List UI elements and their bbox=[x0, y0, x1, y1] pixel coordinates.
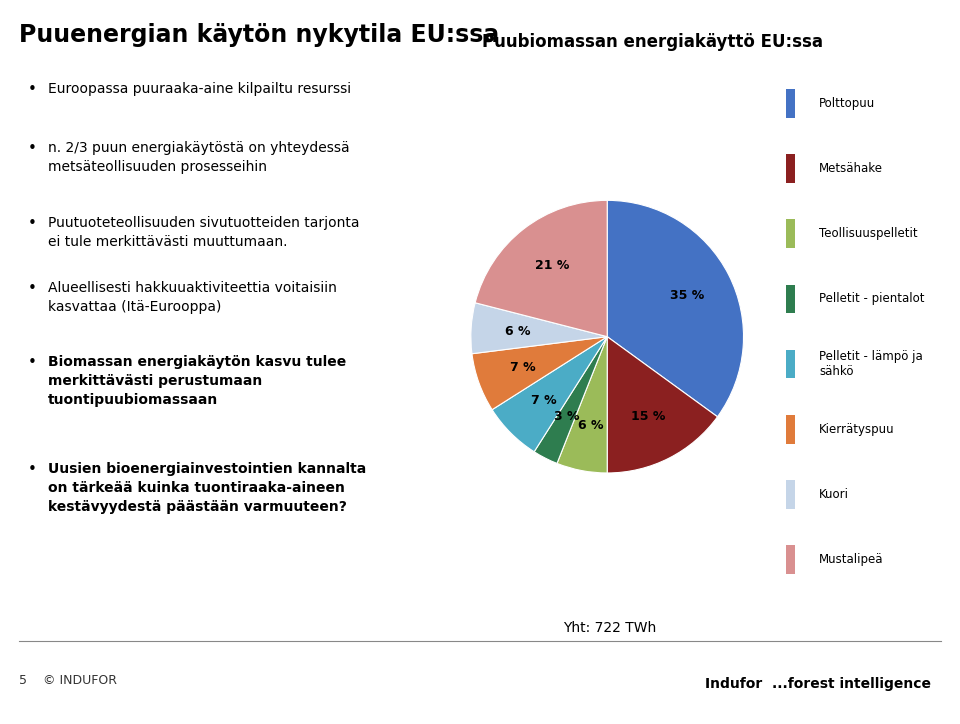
FancyBboxPatch shape bbox=[785, 285, 795, 313]
Text: 6 %: 6 % bbox=[505, 324, 530, 337]
Text: •: • bbox=[28, 141, 36, 156]
Text: Alueellisesti hakkuuaktiviteettia voitaisiin
kasvattaa (Itä-Eurooppa): Alueellisesti hakkuuaktiviteettia voitai… bbox=[48, 281, 337, 314]
Text: 21 %: 21 % bbox=[535, 259, 569, 272]
Text: Uusien bioenergiainvestointien kannalta
on tärkeää kuinka tuontiraaka-aineen
kes: Uusien bioenergiainvestointien kannalta … bbox=[48, 462, 367, 514]
FancyBboxPatch shape bbox=[785, 154, 795, 183]
Text: Metsähake: Metsähake bbox=[820, 162, 883, 175]
Text: •: • bbox=[28, 355, 36, 370]
Text: Pelletit - pientalot: Pelletit - pientalot bbox=[820, 292, 924, 306]
Text: n. 2/3 puun energiakäytöstä on yhteydessä
metsäteollisuuden prosesseihin: n. 2/3 puun energiakäytöstä on yhteydess… bbox=[48, 141, 349, 174]
Text: Yht: 722 TWh: Yht: 722 TWh bbox=[563, 620, 657, 635]
Text: Biomassan energiakäytön kasvu tulee
merkittävästi perustumaan
tuontipuubiomassaa: Biomassan energiakäytön kasvu tulee merk… bbox=[48, 355, 347, 407]
Text: 15 %: 15 % bbox=[631, 411, 665, 424]
Wedge shape bbox=[557, 337, 608, 473]
Wedge shape bbox=[534, 337, 608, 463]
Text: Puutuoteteollisuuden sivutuotteiden tarjonta
ei tule merkittävästi muuttumaan.: Puutuoteteollisuuden sivutuotteiden tarj… bbox=[48, 216, 360, 248]
FancyBboxPatch shape bbox=[785, 545, 795, 574]
Text: 5    © INDUFOR: 5 © INDUFOR bbox=[19, 674, 117, 687]
Text: Mustalipeä: Mustalipeä bbox=[820, 553, 884, 566]
Text: 3 %: 3 % bbox=[554, 411, 579, 424]
FancyBboxPatch shape bbox=[785, 219, 795, 248]
FancyBboxPatch shape bbox=[785, 350, 795, 379]
Text: Polttopuu: Polttopuu bbox=[820, 97, 876, 110]
Text: Indufor  ...forest intelligence: Indufor ...forest intelligence bbox=[706, 677, 931, 691]
Text: •: • bbox=[28, 82, 36, 97]
Text: 7 %: 7 % bbox=[531, 394, 557, 407]
Text: Puuenergian käytön nykytila EU:ssa: Puuenergian käytön nykytila EU:ssa bbox=[19, 23, 499, 47]
Text: Kuori: Kuori bbox=[820, 488, 850, 501]
Text: 7 %: 7 % bbox=[510, 361, 536, 374]
Text: Euroopassa puuraaka-aine kilpailtu resurssi: Euroopassa puuraaka-aine kilpailtu resur… bbox=[48, 82, 351, 96]
Text: Teollisuuspelletit: Teollisuuspelletit bbox=[820, 227, 918, 240]
Wedge shape bbox=[607, 201, 743, 417]
Wedge shape bbox=[470, 303, 608, 354]
Text: 6 %: 6 % bbox=[578, 418, 603, 432]
Text: Puubiomassan energiakäyttö EU:ssa: Puubiomassan energiakäyttö EU:ssa bbox=[482, 33, 824, 51]
Text: 35 %: 35 % bbox=[670, 290, 705, 303]
Text: •: • bbox=[28, 462, 36, 477]
Wedge shape bbox=[472, 337, 608, 410]
Text: Kierrätyspuu: Kierrätyspuu bbox=[820, 423, 895, 436]
FancyBboxPatch shape bbox=[785, 480, 795, 509]
Text: •: • bbox=[28, 281, 36, 296]
Wedge shape bbox=[475, 201, 608, 337]
Wedge shape bbox=[492, 337, 608, 452]
FancyBboxPatch shape bbox=[785, 89, 795, 118]
Text: •: • bbox=[28, 216, 36, 231]
Text: Pelletit - lämpö ja
sähkö: Pelletit - lämpö ja sähkö bbox=[820, 350, 924, 378]
Wedge shape bbox=[607, 337, 717, 473]
FancyBboxPatch shape bbox=[785, 415, 795, 444]
